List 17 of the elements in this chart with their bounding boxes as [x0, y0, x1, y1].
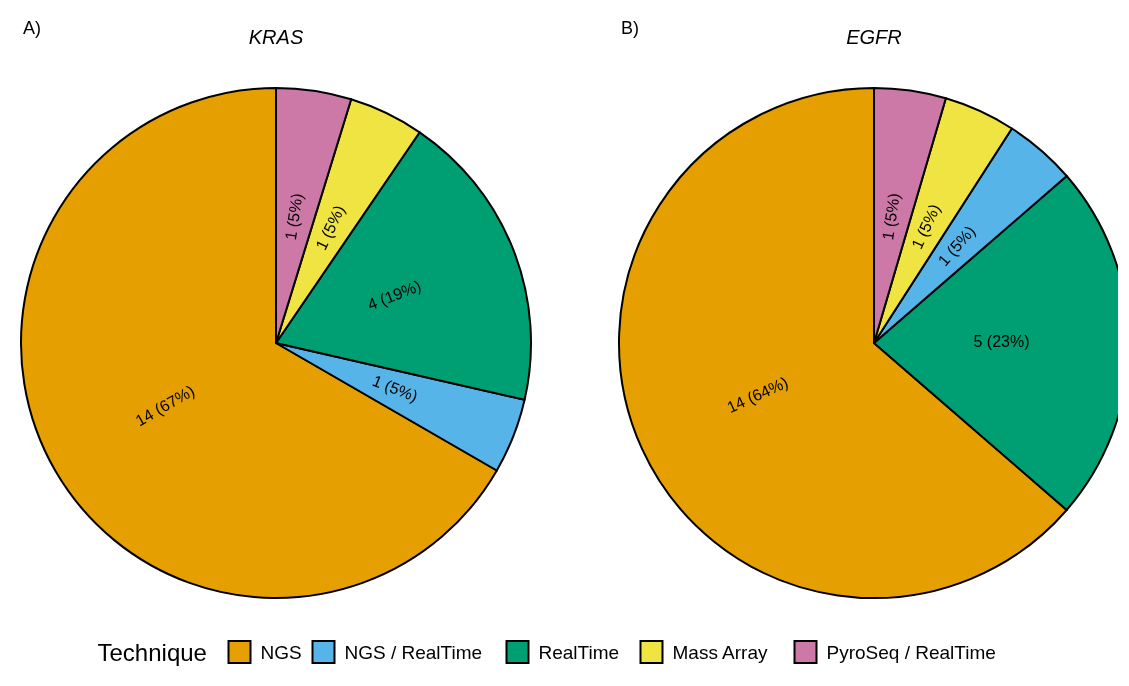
data-label: 1 (5%)	[908, 201, 944, 252]
data-label: 1 (5%)	[312, 202, 349, 253]
chart-title: KRAS	[248, 26, 304, 48]
data-label: 5 (23%)	[973, 333, 1030, 351]
data-label: 1 (5%)	[879, 192, 903, 242]
legend-label: NGS	[260, 642, 302, 663]
data-label: 1 (5%)	[281, 192, 306, 242]
text: A)	[23, 18, 41, 38]
legend-label: RealTime	[538, 642, 620, 663]
data-label: 1 (5%)	[370, 371, 421, 405]
chart-title: EGFR	[846, 26, 902, 48]
legend-label: PyroSeq / RealTime	[826, 642, 996, 663]
legend-label: Mass Array	[672, 642, 769, 663]
legend-title: Technique	[97, 639, 207, 666]
legend-label: NGS / RealTime	[344, 642, 483, 663]
text: B)	[621, 18, 639, 38]
data-label: 4 (19%)	[365, 277, 424, 314]
